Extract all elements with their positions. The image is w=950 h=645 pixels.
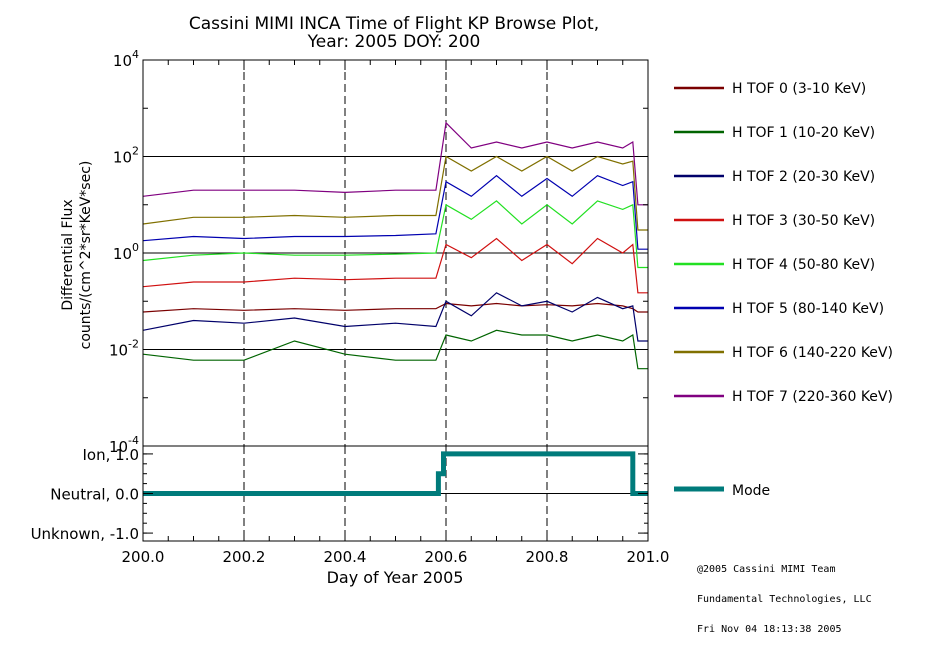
- y-tick-label: 10-2: [109, 338, 139, 360]
- y-tick-label: Neutral, 0.0: [50, 486, 139, 504]
- series-line: [142, 302, 648, 313]
- legend-label: H TOF 2 (20-30 KeV): [732, 169, 875, 185]
- title-line-1: Cassini MIMI INCA Time of Flight KP Brow…: [189, 14, 599, 34]
- credit-line: @2005 Cassini MIMI Team: [697, 564, 836, 575]
- title-line-2: Year: 2005 DOY: 200: [307, 32, 481, 52]
- y-axis-label-line-1: Differential Flux: [60, 199, 76, 310]
- y-tick-label: Unknown, -1.0: [31, 525, 139, 543]
- legend: H TOF 0 (3-10 KeV) H TOF 1 (10-20 KeV) H T…: [674, 81, 893, 499]
- y-axis-label: Differential Flux counts/(cm^2*sr*KeV*se…: [60, 161, 94, 350]
- series-line: [142, 329, 648, 370]
- credits-block: @2005 Cassini MIMI Team Fundamental Tech…: [697, 545, 872, 645]
- y-tick-label: Ion, 1.0: [83, 446, 140, 464]
- series-line: [142, 200, 648, 269]
- x-tick-label: 200.8: [526, 548, 569, 566]
- chart-title: Cassini MIMI INCA Time of Flight KP Brow…: [189, 14, 599, 52]
- series-line: [142, 121, 648, 206]
- series-line: [142, 237, 648, 294]
- x-axis-label: Day of Year 2005: [327, 568, 464, 587]
- series-line: [142, 174, 648, 250]
- legend-label: H TOF 7 (220-360 KeV): [732, 389, 893, 405]
- legend-label: Mode: [732, 483, 770, 499]
- upper-grid: [143, 60, 648, 446]
- credit-line: Fri Nov 04 18:13:38 2005: [697, 624, 842, 635]
- mode-series-group: [143, 451, 648, 496]
- lower-axis-ticks: Ion, 1.0 Neutral, 0.0 Unknown, -1.0 200.0 20…: [31, 60, 670, 566]
- x-tick-label: 200.6: [425, 548, 468, 566]
- credit-line: Fundamental Technologies, LLC: [697, 594, 872, 605]
- legend-label: H TOF 3 (30-50 KeV): [732, 213, 875, 229]
- mode-line: [143, 451, 648, 496]
- y-tick-label: 104: [113, 48, 139, 70]
- legend-label: H TOF 6 (140-220 KeV): [732, 345, 893, 361]
- x-tick-label: 200.0: [122, 548, 165, 566]
- legend-label: H TOF 1 (10-20 KeV): [732, 125, 875, 141]
- legend-label: H TOF 5 (80-140 KeV): [732, 301, 884, 317]
- x-tick-label: 200.4: [324, 548, 367, 566]
- y-tick-label: 102: [113, 145, 139, 167]
- series-line: [142, 155, 648, 231]
- series-line: [142, 292, 648, 342]
- legend-label: H TOF 4 (50-80 KeV): [732, 257, 875, 273]
- y-tick-label: 100: [113, 241, 139, 263]
- x-tick-label: 200.2: [223, 548, 266, 566]
- plot-canvas: Cassini MIMI INCA Time of Flight KP Brow…: [31, 14, 893, 587]
- flux-series-group: [142, 121, 648, 370]
- x-tick-label: 201.0: [627, 548, 670, 566]
- legend-label: H TOF 0 (3-10 KeV): [732, 81, 866, 97]
- y-axis-label-line-2: counts/(cm^2*sr*KeV*sec): [78, 161, 94, 350]
